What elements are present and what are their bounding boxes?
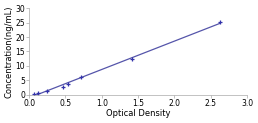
Y-axis label: Concentration(ng/mL): Concentration(ng/mL) bbox=[5, 5, 14, 98]
X-axis label: Optical Density: Optical Density bbox=[106, 109, 170, 118]
